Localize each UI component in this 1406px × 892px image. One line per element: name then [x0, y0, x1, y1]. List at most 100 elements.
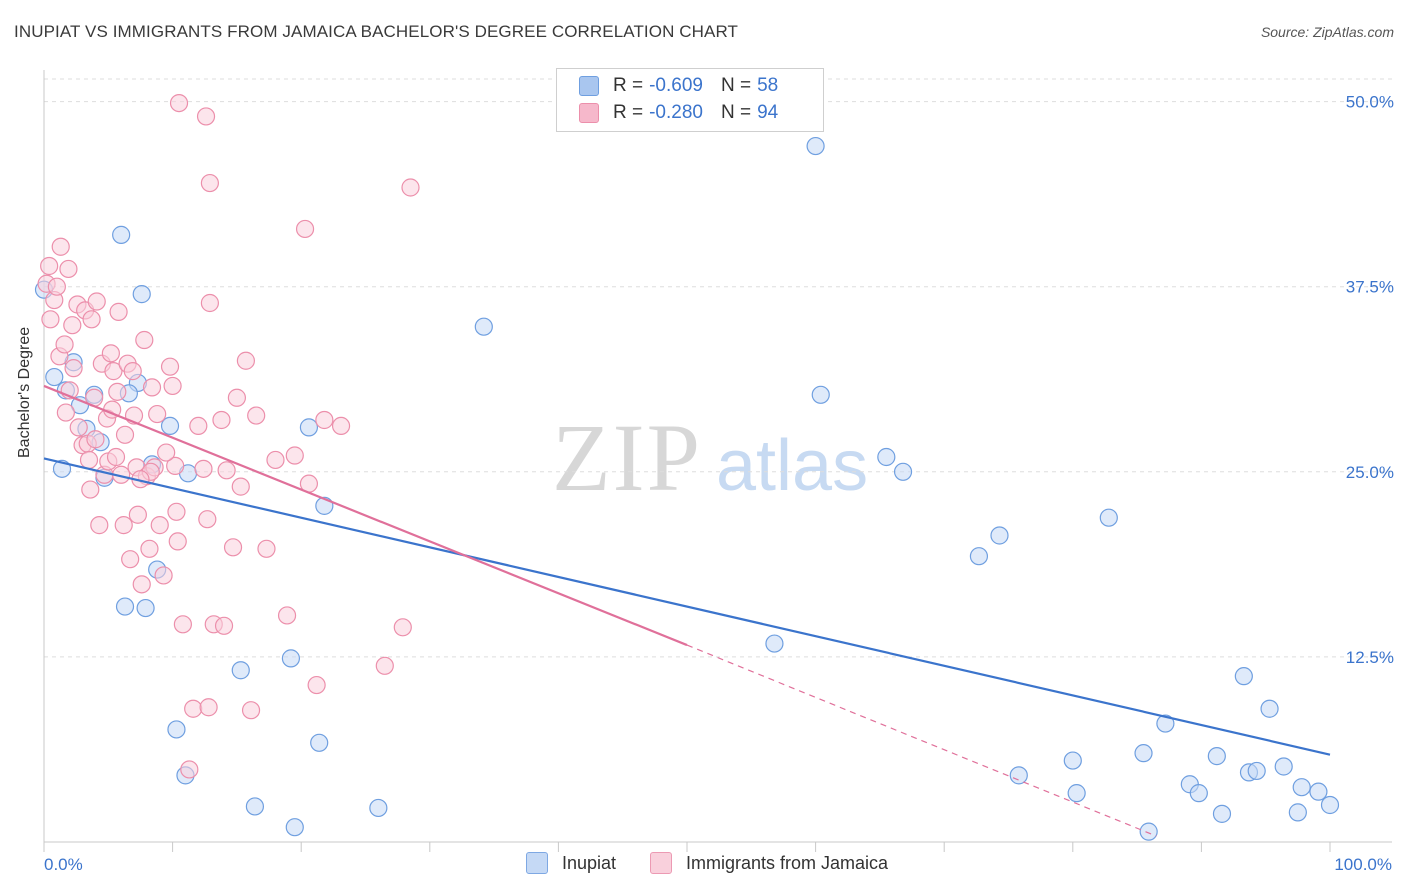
watermark-zip: ZIP: [552, 404, 702, 511]
jamaica-point: [150, 516, 169, 535]
inupiat-point: [369, 798, 388, 818]
series-swatch-inupiat: [526, 852, 548, 874]
jamaica-point: [69, 418, 88, 437]
jamaica-point: [223, 538, 243, 557]
jamaica-point: [154, 566, 173, 585]
jamaica-point: [135, 330, 154, 350]
jamaica-point: [285, 446, 304, 465]
source-label: Source: ZipAtlas.com: [1260, 24, 1394, 40]
inupiat-point: [765, 634, 784, 653]
jamaica-point: [266, 450, 285, 470]
jamaica-point: [247, 406, 266, 425]
jamaica-point: [163, 376, 182, 396]
legend-r-value: -0.280: [649, 102, 703, 123]
jamaica-point: [217, 461, 236, 480]
inupiat-point: [1234, 667, 1253, 686]
jamaica-point: [90, 516, 109, 535]
jamaica-point: [157, 443, 176, 462]
jamaica-point: [200, 293, 219, 313]
jamaica-point: [51, 237, 70, 256]
jamaica-point: [114, 516, 133, 535]
jamaica-point: [79, 450, 99, 470]
legend-n-value: 94: [757, 102, 779, 123]
inupiat-point: [310, 733, 329, 752]
jamaica-point: [123, 362, 142, 381]
jamaica-point: [104, 362, 123, 381]
jamaica-point: [212, 410, 231, 430]
inupiat-point: [1260, 699, 1279, 718]
jamaica-point: [393, 618, 412, 637]
series-legend-label: Immigrants from Jamaica: [686, 852, 889, 873]
jamaica-trend-line: [43, 384, 688, 647]
jamaica-point: [160, 357, 180, 376]
jamaica-point: [169, 93, 189, 113]
jamaica-point: [184, 699, 203, 718]
legend-swatch-inupiat: [579, 76, 599, 96]
inupiat-point: [806, 136, 825, 156]
legend-n-label: N =: [720, 102, 752, 123]
inupiat-point: [1067, 784, 1086, 803]
inupiat-point: [112, 225, 131, 244]
y-tick-label: 25.0%: [1346, 463, 1394, 482]
jamaica-point: [132, 575, 151, 594]
legend-row-inupiat: R = -0.609 N = 58: [579, 73, 778, 99]
inupiat-point: [1189, 784, 1208, 803]
legend-swatch-jamaica: [579, 103, 599, 123]
inupiat-point: [115, 597, 135, 616]
legend-n-value: 58: [757, 75, 779, 96]
inupiat-point: [1207, 747, 1226, 766]
jamaica-point: [47, 277, 66, 296]
legend-row-jamaica: R = -0.280 N = 94: [579, 100, 778, 126]
correlation-legend: R = -0.609 N = 58 R = -0.280 N = 94: [556, 68, 824, 132]
inupiat-point: [167, 720, 186, 739]
jamaica-point: [140, 539, 159, 558]
jamaica-point: [40, 256, 59, 276]
inupiat-point: [1288, 803, 1307, 822]
inupiat-point: [231, 661, 250, 680]
jamaica-point: [194, 459, 213, 478]
jamaica-point: [87, 292, 106, 311]
jamaica-point: [59, 259, 78, 279]
inupiat-point: [1247, 761, 1266, 781]
inupiat-point: [1212, 804, 1232, 823]
y-tick-label: 37.5%: [1346, 278, 1394, 297]
inupiat-trend-line: [43, 457, 1331, 756]
inupiat-point: [877, 447, 896, 467]
jamaica-point: [56, 403, 75, 422]
jamaica-point: [199, 698, 218, 717]
inupiat-point: [893, 462, 913, 481]
inupiat-point: [1292, 778, 1311, 797]
series-swatch-jamaica: [650, 852, 672, 874]
jamaica-point: [106, 447, 126, 467]
inupiat-point: [1309, 782, 1328, 801]
inupiat-point: [132, 285, 151, 304]
legend-r-value: -0.609: [649, 75, 703, 96]
jamaica-point: [166, 456, 185, 475]
jamaica-point: [128, 505, 147, 524]
inupiat-point: [285, 818, 304, 837]
inupiat-point: [245, 797, 265, 816]
x-tick-label: 0.0%: [44, 855, 83, 874]
inupiat-point: [811, 385, 830, 404]
jamaica-point: [82, 310, 101, 329]
jamaica-point: [231, 477, 250, 496]
jamaica-point: [198, 510, 217, 529]
jamaica-point: [277, 606, 297, 625]
jamaica-point: [315, 410, 334, 430]
inupiat-point: [299, 418, 319, 437]
jamaica-point: [108, 382, 127, 401]
jamaica-point: [236, 351, 256, 370]
jamaica-point: [257, 539, 276, 558]
series-legend-jamaica: Immigrants from Jamaica: [650, 852, 888, 874]
jamaica-point: [121, 550, 140, 569]
x-tick-label: 100.0%: [1334, 855, 1392, 874]
watermark-atlas: atlas: [716, 426, 868, 506]
jamaica-point: [81, 480, 100, 499]
jamaica-point: [148, 404, 167, 424]
series-legend-label: Inupiat: [562, 852, 617, 873]
chart-title: INUPIAT VS IMMIGRANTS FROM JAMAICA BACHE…: [14, 22, 739, 41]
inupiat-point: [160, 416, 180, 436]
jamaica-point: [86, 430, 105, 449]
jamaica-point: [227, 388, 246, 407]
